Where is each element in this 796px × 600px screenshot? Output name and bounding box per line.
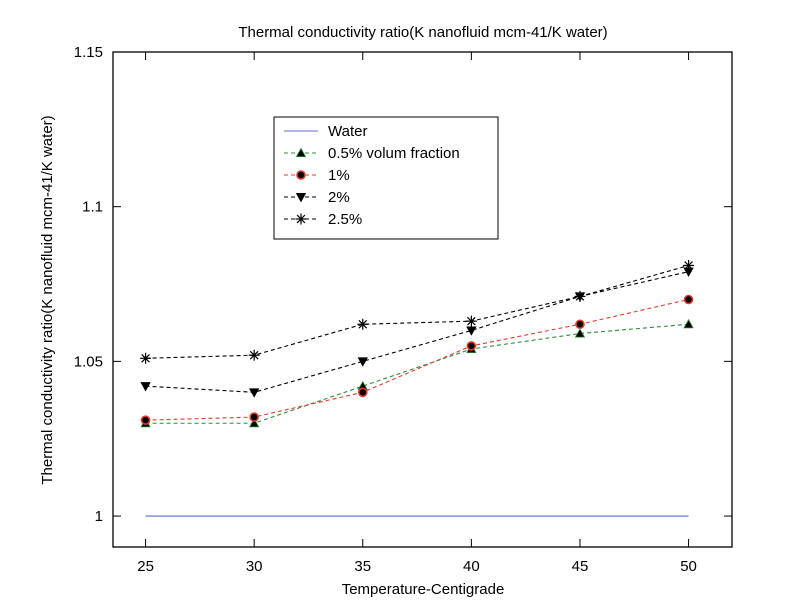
data-point-series-4 [574, 290, 586, 302]
legend-label-1: 0.5% volum fraction [328, 145, 460, 162]
data-point-series-2 [466, 341, 477, 351]
x-tick-label: 45 [572, 558, 589, 575]
data-point-series-4 [357, 318, 369, 330]
data-point-series-3 [357, 357, 368, 367]
legend-marker-2 [296, 170, 306, 180]
data-point-series-1 [574, 328, 586, 338]
data-point-series-4 [248, 349, 260, 361]
data-point-series-3 [466, 326, 477, 336]
series-markers [140, 259, 695, 428]
x-tick-label: 40 [463, 558, 480, 575]
data-point-series-2 [575, 319, 585, 330]
data-point-series-4 [465, 315, 477, 327]
legend-marker-4 [295, 213, 307, 225]
x-tick-label: 50 [680, 558, 697, 575]
legend-label-3: 2% [328, 189, 350, 206]
legend: Water 0.5% volum fraction 1% 2% 2.5% [273, 116, 499, 240]
data-point-series-2 [683, 294, 694, 305]
legend-marker-3 [295, 192, 307, 203]
legend-label-0: Water [328, 123, 367, 140]
y-tick-label: 1.1 [82, 199, 103, 216]
x-axis-tick-labels: 25 30 35 40 45 50 [137, 558, 697, 575]
data-point-series-3 [248, 388, 260, 398]
chart-title: Thermal conductivity ratio(K nanofluid m… [238, 24, 607, 41]
series-line-1 [145, 323, 689, 424]
legend-label-4: 2.5% [328, 211, 362, 228]
x-tick-label: 30 [246, 558, 263, 575]
legend-label-2: 1% [328, 167, 350, 184]
data-point-series-4 [140, 352, 152, 364]
y-axis-title: Thermal conductivity ratio(K nanofluid m… [39, 115, 56, 484]
series-lines [145, 264, 689, 517]
data-point-series-2 [140, 415, 151, 425]
series-line-4 [145, 264, 689, 359]
data-point-series-2 [249, 412, 259, 422]
y-tick-label: 1 [95, 508, 103, 525]
legend-box [273, 116, 499, 240]
x-tick-label: 35 [354, 558, 371, 575]
y-tick-label: 1.15 [74, 44, 103, 61]
data-point-series-2 [357, 387, 368, 398]
legend-entries: Water 0.5% volum fraction 1% 2% 2.5% [284, 123, 460, 228]
y-axis-tick-labels: 1 1.05 1.1 1.15 [74, 44, 103, 525]
data-point-series-3 [140, 382, 151, 392]
data-point-series-1 [683, 318, 694, 329]
data-point-series-4 [683, 259, 695, 271]
axis-ticks [113, 51, 732, 547]
data-point-series-1 [248, 417, 260, 428]
x-axis-title: Temperature-Centigrade [342, 581, 505, 598]
y-tick-label: 1.05 [74, 353, 103, 370]
x-tick-label: 25 [137, 558, 154, 575]
legend-marker-1 [295, 147, 307, 158]
